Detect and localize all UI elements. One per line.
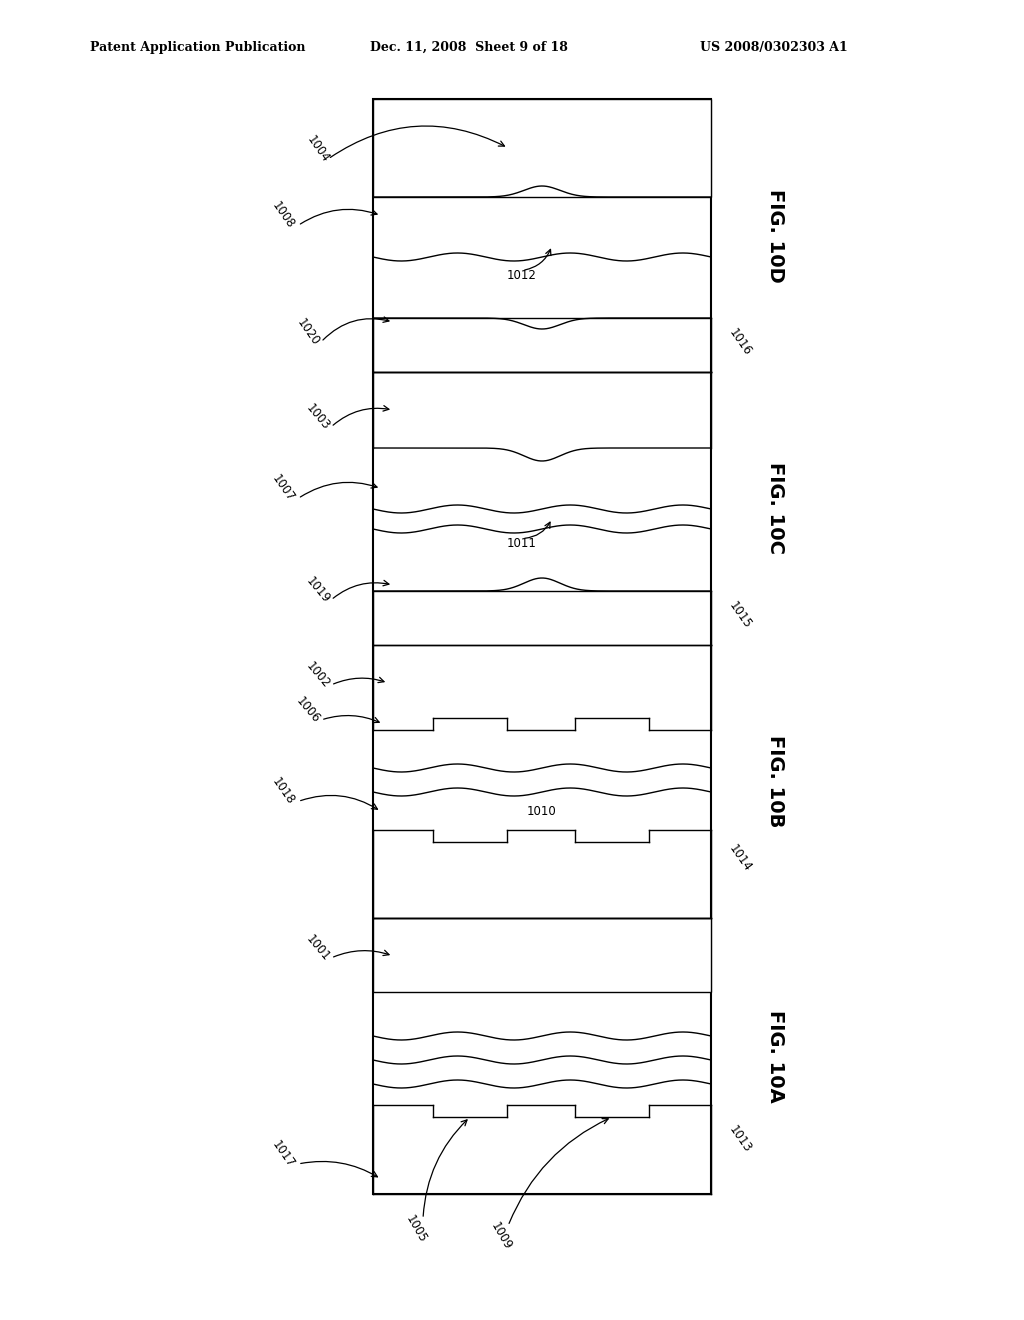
Text: FIG. 10D: FIG. 10D bbox=[767, 189, 785, 282]
Text: Dec. 11, 2008  Sheet 9 of 18: Dec. 11, 2008 Sheet 9 of 18 bbox=[370, 41, 568, 54]
Text: FIG. 10A: FIG. 10A bbox=[767, 1010, 785, 1102]
Text: 1003: 1003 bbox=[303, 401, 333, 433]
Text: 1009: 1009 bbox=[487, 1220, 514, 1253]
Text: FIG. 10C: FIG. 10C bbox=[767, 462, 785, 554]
Text: 1014: 1014 bbox=[726, 842, 754, 874]
Text: 1010: 1010 bbox=[527, 805, 557, 818]
Text: 1016: 1016 bbox=[726, 326, 754, 358]
Text: 1020: 1020 bbox=[294, 315, 322, 348]
Text: Patent Application Publication: Patent Application Publication bbox=[90, 41, 305, 54]
Text: 1002: 1002 bbox=[303, 660, 333, 690]
Text: 1015: 1015 bbox=[726, 599, 754, 631]
Text: 1013: 1013 bbox=[726, 1123, 754, 1155]
Text: 1017: 1017 bbox=[269, 1138, 297, 1170]
Text: 1008: 1008 bbox=[269, 199, 297, 231]
Text: 1018: 1018 bbox=[269, 776, 297, 808]
Text: 1001: 1001 bbox=[303, 932, 333, 964]
Text: US 2008/0302303 A1: US 2008/0302303 A1 bbox=[700, 41, 848, 54]
Text: 1004: 1004 bbox=[304, 133, 332, 165]
Text: 1011: 1011 bbox=[507, 537, 537, 550]
Bar bbox=[373, 917, 711, 993]
Bar bbox=[373, 99, 711, 1195]
Text: 1007: 1007 bbox=[269, 473, 297, 504]
Text: 1005: 1005 bbox=[403, 1213, 429, 1245]
Text: 1019: 1019 bbox=[303, 574, 333, 606]
Bar bbox=[373, 99, 711, 197]
Text: 1012: 1012 bbox=[507, 269, 537, 282]
Text: 1006: 1006 bbox=[294, 694, 323, 726]
Text: FIG. 10B: FIG. 10B bbox=[767, 735, 785, 828]
